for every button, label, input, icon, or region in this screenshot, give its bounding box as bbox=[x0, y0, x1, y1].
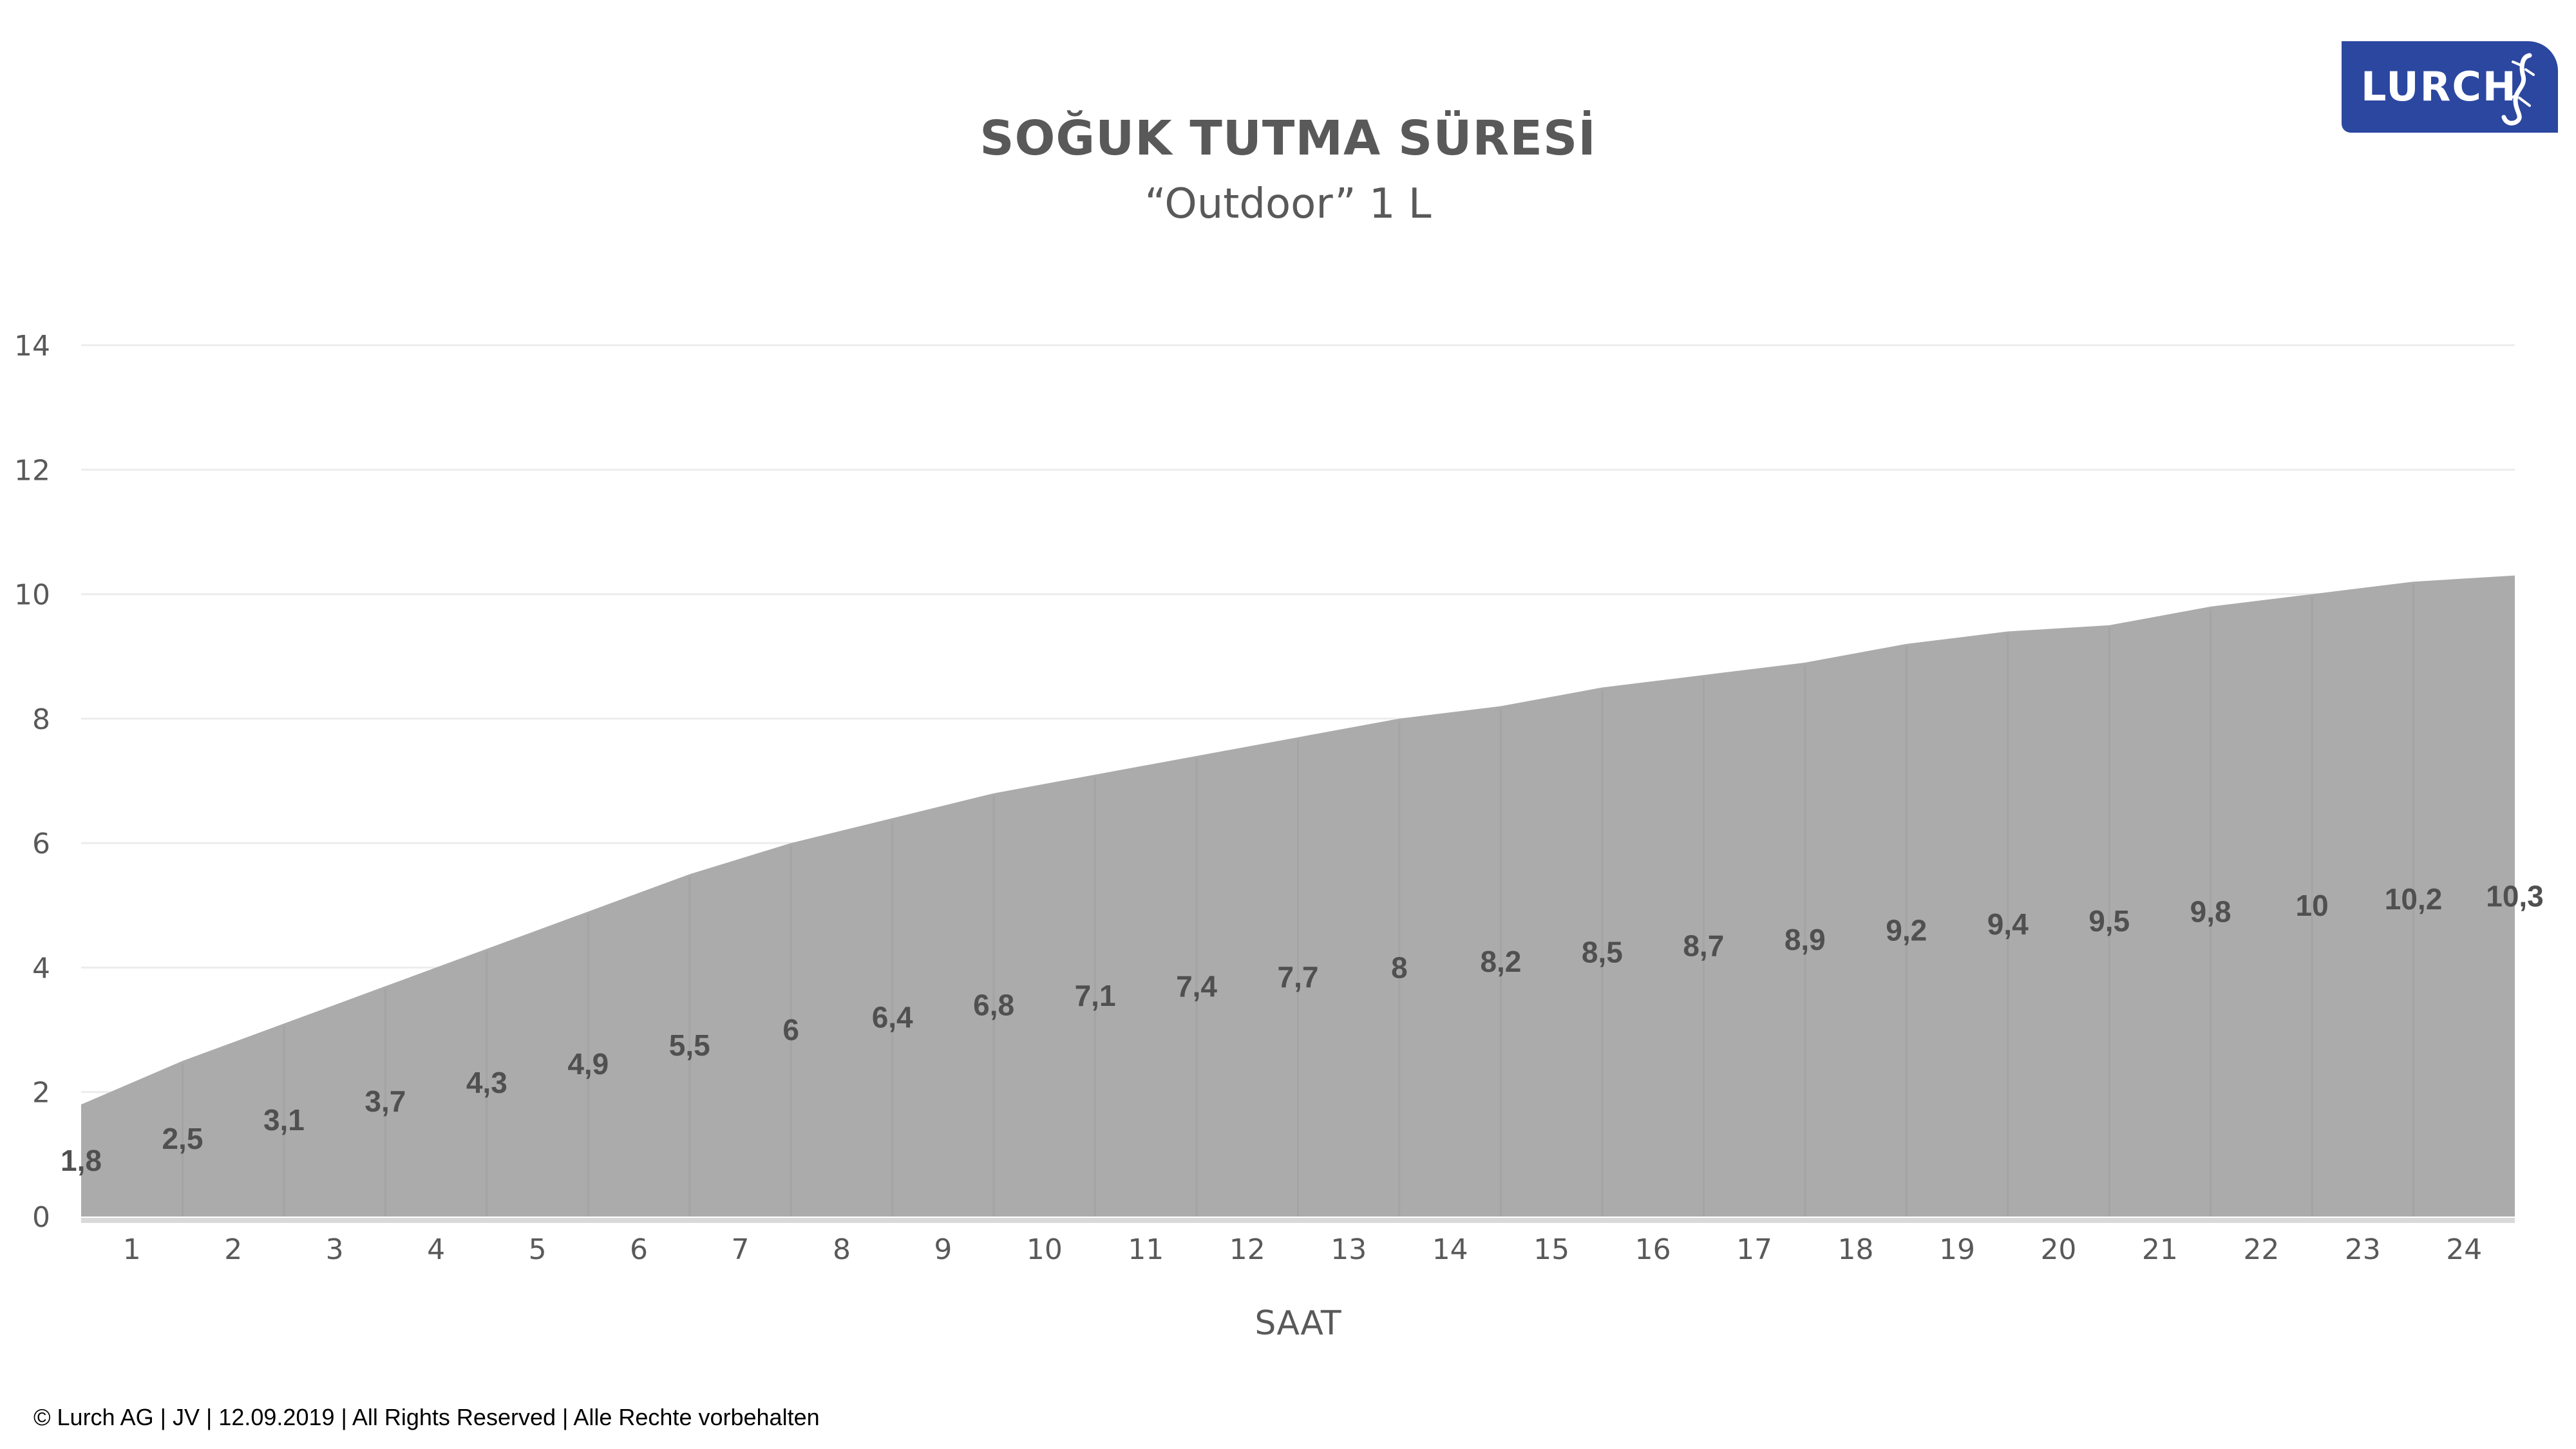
y-tick-label: 6 bbox=[32, 828, 50, 860]
data-label: 6 bbox=[782, 1013, 799, 1046]
x-tick-label: 19 bbox=[1939, 1233, 1975, 1266]
data-label: 7,7 bbox=[1278, 960, 1319, 994]
data-label: 7,1 bbox=[1075, 979, 1116, 1012]
y-tick-label: 14 bbox=[14, 330, 50, 363]
data-label: 10 bbox=[2295, 889, 2328, 922]
salamander-icon bbox=[2501, 53, 2535, 126]
data-label: 5,5 bbox=[669, 1028, 710, 1062]
x-tick-label: 9 bbox=[934, 1233, 952, 1266]
x-tick-label: 1 bbox=[123, 1233, 141, 1266]
x-tick-label: 10 bbox=[1027, 1233, 1063, 1266]
y-tick-label: 12 bbox=[14, 454, 50, 487]
data-label: 8,7 bbox=[1683, 929, 1724, 963]
x-tick-label: 24 bbox=[2446, 1233, 2482, 1266]
data-label: 7,4 bbox=[1176, 969, 1217, 1003]
data-label: 2,5 bbox=[162, 1122, 203, 1155]
x-tick-label: 11 bbox=[1128, 1233, 1164, 1266]
x-tick-label: 8 bbox=[833, 1233, 851, 1266]
x-tick-label: 4 bbox=[427, 1233, 445, 1266]
data-label: 10,3 bbox=[2486, 879, 2544, 913]
x-tick-label: 3 bbox=[326, 1233, 344, 1266]
data-label: 4,3 bbox=[466, 1066, 507, 1099]
data-label: 9,8 bbox=[2190, 895, 2231, 928]
y-tick-label: 8 bbox=[32, 703, 50, 736]
x-tick-label: 22 bbox=[2243, 1233, 2279, 1266]
y-tick-label: 4 bbox=[32, 952, 50, 985]
data-label: 9,2 bbox=[1886, 913, 1927, 947]
x-tick-label: 15 bbox=[1533, 1233, 1569, 1266]
x-tick-label: 2 bbox=[224, 1233, 242, 1266]
data-label: 3,7 bbox=[365, 1084, 406, 1118]
y-tick-label: 10 bbox=[14, 579, 50, 612]
data-label: 8,9 bbox=[1785, 923, 1826, 956]
y-tick-label: 2 bbox=[32, 1077, 50, 1110]
x-tick-label: 18 bbox=[1838, 1233, 1874, 1266]
chart-title: SOĞUK TUTMA SÜRESİ bbox=[980, 111, 1596, 166]
x-tick-label: 23 bbox=[2345, 1233, 2381, 1266]
x-tick-label: 17 bbox=[1736, 1233, 1772, 1266]
x-tick-label: 16 bbox=[1635, 1233, 1671, 1266]
data-label: 6,4 bbox=[872, 1001, 913, 1034]
x-tick-label: 6 bbox=[630, 1233, 648, 1266]
x-tick-label: 14 bbox=[1432, 1233, 1468, 1266]
data-label: 8,2 bbox=[1480, 945, 1521, 978]
x-tick-label: 12 bbox=[1229, 1233, 1265, 1266]
chart-subtitle: “Outdoor” 1 L bbox=[1144, 180, 1432, 228]
x-axis-title: SAAT bbox=[1255, 1304, 1341, 1343]
x-tick-label: 13 bbox=[1331, 1233, 1367, 1266]
x-tick-label: 7 bbox=[731, 1233, 749, 1266]
lurch-logo: LURCH bbox=[2342, 41, 2558, 133]
x-tick-label: 21 bbox=[2142, 1233, 2178, 1266]
logo-text: LURCH bbox=[2361, 63, 2517, 110]
data-label: 6,8 bbox=[973, 988, 1014, 1021]
y-tick-label: 0 bbox=[32, 1201, 50, 1234]
data-label: 8,5 bbox=[1582, 935, 1623, 969]
copyright-footer: © Lurch AG | JV | 12.09.2019 | All Right… bbox=[33, 1404, 820, 1430]
data-label: 4,9 bbox=[567, 1047, 609, 1081]
data-label: 9,4 bbox=[1987, 907, 2029, 941]
data-label: 3,1 bbox=[263, 1103, 305, 1137]
data-label: 8 bbox=[1391, 951, 1408, 984]
x-tick-label: 5 bbox=[529, 1233, 547, 1266]
x-tick-label: 20 bbox=[2040, 1233, 2076, 1266]
data-label: 10,2 bbox=[2385, 882, 2443, 916]
data-label: 1,8 bbox=[61, 1144, 102, 1177]
data-label: 9,5 bbox=[2088, 904, 2130, 938]
